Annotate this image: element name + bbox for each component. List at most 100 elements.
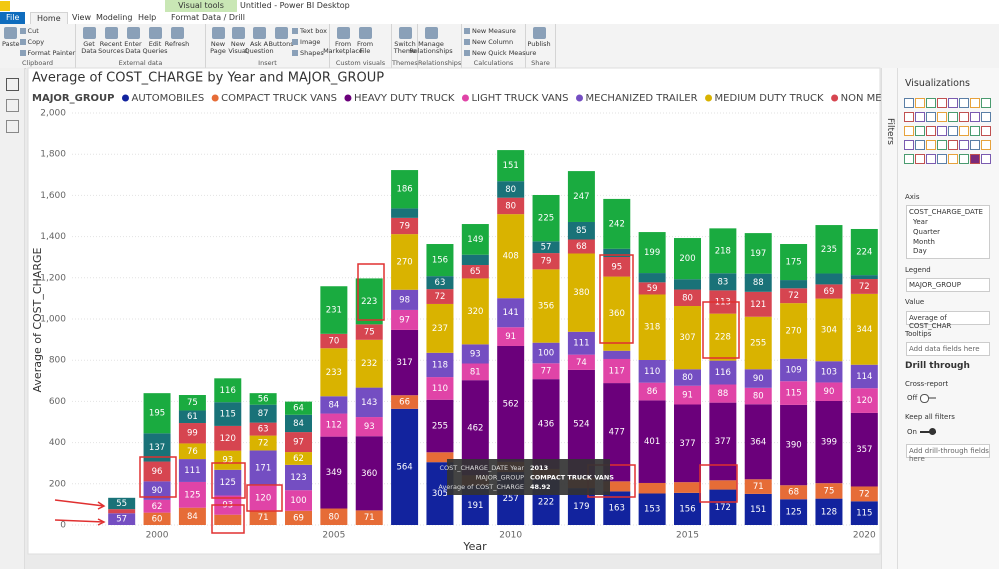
visual-icon[interactable] [926, 140, 936, 150]
tooltips-well[interactable]: Add data fields here [906, 342, 990, 356]
visual-icon[interactable] [981, 140, 991, 150]
data-label: 344 [856, 325, 872, 335]
data-label: 117 [609, 367, 625, 377]
well-label: Tooltips [905, 330, 931, 338]
visual-icon[interactable] [926, 126, 936, 136]
visual-icon[interactable] [959, 140, 969, 150]
data-label: 377 [679, 439, 695, 449]
bar-segment [108, 509, 135, 513]
visual-icon[interactable] [937, 126, 947, 136]
data-label: 237 [432, 324, 448, 334]
data-label: 143 [361, 398, 377, 408]
data-label: 137 [149, 443, 165, 453]
visual-icon[interactable] [959, 98, 969, 108]
bar-segment [603, 351, 630, 359]
visual-icon[interactable] [937, 140, 947, 150]
filters-title[interactable]: Filters [885, 118, 895, 145]
data-label: 179 [573, 502, 589, 512]
visual-icon[interactable] [915, 112, 925, 122]
y-tick-label: 800 [49, 356, 66, 366]
visual-icon[interactable] [959, 112, 969, 122]
data-label: 93 [364, 422, 375, 432]
visual-icon[interactable] [948, 112, 958, 122]
value-well[interactable]: Average of COST_CHAR [906, 311, 990, 325]
data-label: 121 [750, 300, 766, 310]
legend-label: MEDIUM DUTY TRUCK [715, 93, 824, 104]
visual-icon[interactable] [937, 154, 947, 164]
toggle[interactable] [920, 431, 936, 433]
data-label: 116 [715, 368, 731, 378]
drill-well[interactable]: Add drill-through fields here [906, 444, 990, 458]
well-label: Axis [905, 193, 920, 201]
visual-icon[interactable] [948, 126, 958, 136]
data-label: 63 [258, 425, 269, 435]
data-label: 79 [399, 221, 410, 231]
data-label: 255 [432, 422, 448, 432]
data-label: 76 [187, 447, 198, 457]
visual-icon[interactable] [981, 126, 991, 136]
data-label: 74 [576, 358, 587, 368]
data-label: 84 [187, 512, 198, 522]
axis-well[interactable]: COST_CHARGE_DATE Year Quarter Month Day [906, 205, 990, 259]
x-tick-label: 2020 [853, 531, 876, 541]
visual-icon[interactable] [926, 98, 936, 108]
section-title: Drill through [905, 361, 970, 371]
visual-icon[interactable] [970, 154, 980, 164]
visual-icon[interactable] [904, 154, 914, 164]
visual-icon[interactable] [915, 154, 925, 164]
legend-marker [831, 95, 838, 102]
visual-icon[interactable] [937, 112, 947, 122]
visual-icon[interactable] [915, 98, 925, 108]
visual-icon[interactable] [915, 126, 925, 136]
visual-icon[interactable] [904, 112, 914, 122]
visual-icon[interactable] [926, 154, 936, 164]
data-label: 222 [538, 498, 554, 508]
visual-icon[interactable] [948, 98, 958, 108]
data-label: 80 [682, 373, 693, 383]
data-label: 86 [647, 387, 658, 397]
data-label: 390 [785, 441, 801, 451]
data-label: 524 [573, 419, 589, 429]
visual-icon[interactable] [948, 140, 958, 150]
visual-icon[interactable] [981, 112, 991, 122]
well-label: Legend [905, 266, 931, 274]
bar-segment [674, 279, 701, 289]
data-label: 100 [290, 496, 306, 506]
visual-icon[interactable] [937, 98, 947, 108]
bar-segment [709, 480, 736, 489]
data-label: 232 [361, 359, 377, 369]
visual-icon[interactable] [959, 126, 969, 136]
visual-icon[interactable] [970, 112, 980, 122]
data-label: 120 [856, 396, 872, 406]
visual-icon[interactable] [959, 154, 969, 164]
data-label: 84 [293, 419, 304, 429]
legend-label: HEAVY DUTY TRUCK [354, 93, 455, 104]
data-label: 90 [753, 374, 764, 384]
data-label: 91 [682, 391, 693, 401]
data-label: 80 [328, 512, 339, 522]
data-label: 223 [361, 297, 377, 307]
visual-icon[interactable] [915, 140, 925, 150]
toggle[interactable] [920, 397, 936, 399]
data-label: 70 [328, 337, 339, 347]
y-tick-label: 1,200 [40, 273, 66, 283]
visual-icon[interactable] [981, 154, 991, 164]
data-label: 90 [152, 486, 163, 496]
visual-icon[interactable] [904, 98, 914, 108]
visual-icon[interactable] [970, 98, 980, 108]
visual-icon[interactable] [970, 126, 980, 136]
data-label: 360 [609, 309, 625, 319]
visual-icon[interactable] [948, 154, 958, 164]
data-label: 77 [541, 367, 552, 377]
visual-icon[interactable] [904, 126, 914, 136]
visual-icon[interactable] [926, 112, 936, 122]
tooltip-value: 2013 [530, 464, 548, 472]
visual-icon[interactable] [970, 140, 980, 150]
data-label: 60 [152, 514, 163, 524]
visual-icon[interactable] [981, 98, 991, 108]
data-label: 120 [220, 434, 236, 444]
setting-label: Cross-report [905, 380, 948, 388]
legend-well[interactable]: MAJOR_GROUP [906, 278, 990, 292]
data-label: 172 [715, 503, 731, 513]
visual-icon[interactable] [904, 140, 914, 150]
